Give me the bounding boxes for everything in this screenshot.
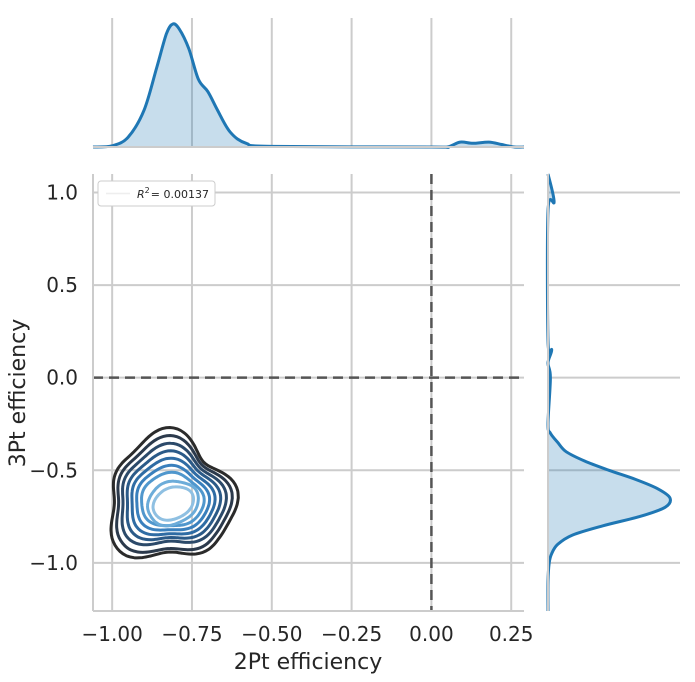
kde-contour-level — [130, 456, 217, 537]
marginal-y-density-fill — [547, 174, 671, 611]
marginal-x-density-line — [92, 22, 525, 149]
kde-contour-level — [120, 441, 228, 547]
kde-contour-level — [135, 463, 212, 532]
x-tick-label: −0.75 — [161, 622, 222, 646]
y-tick-label: 0.5 — [46, 273, 78, 297]
y-tick-label: −0.5 — [29, 458, 78, 482]
kde-contour-level — [140, 470, 206, 528]
marginal-x-density-fill — [93, 23, 524, 148]
marginal-y-density-line — [545, 173, 672, 612]
marginal-x-gridlines — [111, 18, 513, 147]
x-tick-label: −0.50 — [241, 622, 302, 646]
x-tick-labels: −1.00 −0.75 −0.50 −0.25 0.00 0.25 — [82, 622, 534, 646]
legend: R2= 0.00137 — [97, 180, 216, 207]
legend-box — [97, 180, 216, 207]
marginal-y-panel — [545, 173, 680, 612]
kde-contour-level — [109, 425, 240, 560]
kde-contour-level — [151, 485, 196, 522]
x-tick-label: −1.00 — [82, 622, 143, 646]
legend-label: R2= 0.00137 — [137, 186, 209, 201]
y-tick-label: 0.0 — [46, 366, 78, 390]
x-tick-label: 0.00 — [409, 622, 454, 646]
kde-contours — [109, 425, 240, 560]
marginal-y-gridlines — [548, 191, 680, 564]
joint-gridlines — [93, 174, 524, 611]
x-tick-label: −0.25 — [321, 622, 382, 646]
y-tick-labels: −1.0 −0.5 0.0 0.5 1.0 — [29, 181, 78, 575]
y-tick-label: 1.0 — [46, 181, 78, 205]
kde-contour-level — [125, 449, 223, 542]
x-tick-label: 0.25 — [489, 622, 534, 646]
kde-contour-level — [115, 433, 234, 554]
y-axis-title: 3Pt efficiency — [6, 319, 31, 468]
y-tick-label: −1.0 — [29, 551, 78, 575]
kde-contour-level — [146, 479, 200, 528]
marginal-x-panel — [92, 18, 525, 149]
x-axis-title: 2Pt efficiency — [234, 650, 383, 675]
joint-plot-panel: −1.00 −0.75 −0.50 −0.25 0.00 0.25 −1.0 −0.5 0.0… — [6, 174, 533, 675]
